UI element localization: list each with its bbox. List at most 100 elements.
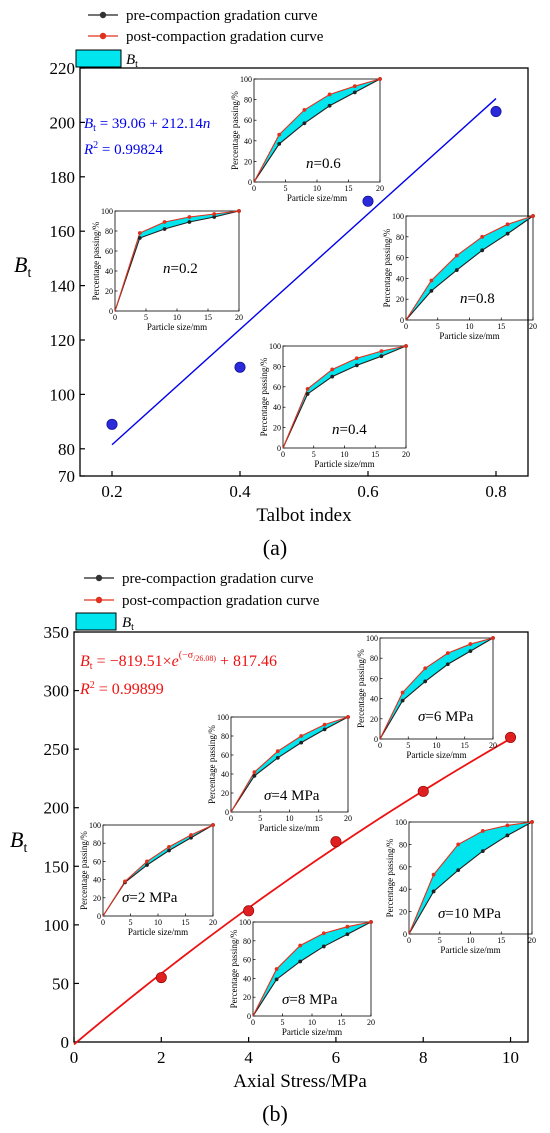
inset-x-tick-label: 10 — [313, 184, 321, 193]
inset-band — [409, 822, 532, 934]
y-tick-label: 140 — [50, 277, 76, 296]
inset-x-tick-label: 10 — [466, 322, 474, 331]
inset-band — [283, 346, 406, 448]
inset-post-point — [123, 879, 127, 884]
inset-pre-point — [322, 727, 327, 732]
inset-x-tick-label: 20 — [489, 741, 497, 750]
inset-label: σ=8 MPa — [282, 992, 338, 1008]
inset-y-tick-label: 60 — [396, 254, 404, 263]
x-tick-label: 2 — [157, 1048, 166, 1067]
inset-x-tick-label: 15 — [182, 918, 190, 927]
inset-post-point — [321, 931, 326, 936]
inset-y-tick-label: 100 — [392, 212, 404, 221]
legend-a: pre-compaction gradation curve post-comp… — [75, 8, 324, 70]
inset-post-point — [145, 859, 149, 864]
inset-y-tick-label: 60 — [273, 383, 281, 392]
inset-post-curve — [405, 215, 534, 321]
y-tick-label: 100 — [44, 916, 70, 935]
inset-x-tick-label: 20 — [529, 322, 537, 331]
inset-y-label: Percentage passing/% — [230, 91, 240, 170]
inset-sigma-10: 0 5 10 15 20 0 20 40 60 80 100 Particle size/mm Perc… — [385, 818, 536, 955]
inset-x-tick-label: 10 — [173, 313, 181, 322]
inset-post-point — [480, 234, 485, 239]
inset-y-tick-label: 40 — [243, 974, 251, 983]
inset-x-tick-label: 5 — [144, 313, 148, 322]
inset-y-tick-label: 80 — [105, 227, 113, 236]
inset-post-point — [354, 356, 359, 361]
inset-pre-point — [275, 755, 280, 760]
legend-post-marker-b — [95, 596, 103, 604]
inset-pre-curve — [379, 637, 494, 740]
inset-n-0.2: 0 5 10 15 20 0 20 40 60 80 100 Particle size/mm Perc… — [91, 207, 243, 332]
panel-label-b: (b) — [262, 1101, 288, 1126]
inset-sigma-2: 0 5 10 15 20 0 20 40 60 80 100 Particle size/mm Perc… — [79, 821, 217, 937]
data-point — [417, 785, 429, 797]
inset-x-tick-label: 10 — [286, 814, 294, 823]
data-points-a — [106, 106, 502, 430]
inset-y-tick-label: 100 — [240, 75, 252, 84]
inset-post-curve — [252, 921, 372, 1017]
inset-y-tick-label: 20 — [243, 993, 251, 1002]
inset-y-tick-label: 0 — [374, 735, 378, 744]
inset-x-tick-label: 10 — [341, 450, 349, 459]
inset-y-label: Percentage passing/% — [259, 357, 269, 436]
fit-line — [111, 98, 497, 446]
inset-post-curve — [102, 824, 214, 917]
inset-y-tick-label: 60 — [244, 116, 252, 125]
y-tick-label: 350 — [44, 623, 70, 642]
inset-pre-point — [145, 863, 149, 867]
inset-pre-curve — [252, 921, 372, 1017]
legend-pre-label-b: pre-compaction gradation curve — [122, 571, 314, 587]
inset-post-point — [445, 651, 450, 656]
inset-pre-point — [468, 649, 473, 654]
y-tick-label: 180 — [50, 168, 76, 187]
inset-y-tick-label: 40 — [396, 274, 404, 283]
inset-post-point — [505, 823, 510, 828]
inset-y-tick-label: 60 — [221, 751, 229, 760]
inset-x-tick-label: 0 — [101, 918, 105, 927]
inset-y-tick-label: 100 — [217, 713, 229, 722]
inset-label: σ=6 MPa — [418, 709, 474, 725]
inset-y-tick-label: 100 — [89, 821, 101, 830]
inset-post-point — [327, 92, 332, 97]
x-tick-label: 0.2 — [101, 482, 122, 501]
inset-pre-point — [400, 698, 405, 703]
y-tick-label: 70 — [58, 467, 75, 486]
inset-x-tick-label: 10 — [308, 1018, 316, 1027]
legend-post-marker — [99, 32, 107, 40]
inset-x-tick-label: 5 — [312, 450, 316, 459]
data-point — [490, 106, 502, 118]
inset-post-point — [531, 214, 535, 218]
inset-pre-point — [162, 227, 167, 231]
inset-x-tick-label: 5 — [258, 814, 262, 823]
inset-pre-point — [505, 231, 510, 236]
inset-post-point — [189, 833, 193, 837]
inset-post-point — [456, 842, 461, 847]
inset-pre-point — [354, 363, 359, 368]
inset-y-label: Percentage passing/% — [382, 228, 392, 307]
inset-y-tick-label: 20 — [273, 424, 281, 433]
x-tick-label: 4 — [244, 1048, 253, 1067]
inset-x-tick-label: 10 — [467, 936, 475, 945]
inset-y-tick-label: 100 — [269, 342, 281, 351]
inset-y-tick-label: 0 — [277, 444, 281, 453]
y-tick-label: 300 — [44, 682, 70, 701]
inset-post-point — [400, 690, 405, 695]
inset-y-tick-label: 0 — [400, 316, 404, 325]
inset-post-point — [378, 77, 382, 81]
legend-pre-label: pre-compaction gradation curve — [126, 8, 318, 24]
y-tick-label: 80 — [58, 440, 75, 459]
inset-y-label: Percentage passing/% — [356, 649, 366, 728]
fit-r2-b: R2 = 0.99899 — [79, 680, 164, 698]
legend-band-swatch — [75, 49, 122, 68]
y-tick-label: 250 — [44, 740, 70, 759]
inset-pre-point — [429, 288, 434, 293]
plot-frame-a — [79, 67, 529, 477]
inset-x-tick-label: 20 — [235, 313, 243, 322]
inset-y-tick-label: 40 — [370, 695, 378, 704]
inset-sigma-4: 0 5 10 15 20 0 20 40 60 80 100 Particle size/mm Perc… — [207, 713, 352, 833]
x-tick-label: 0.8 — [485, 482, 506, 501]
inset-post-point — [237, 209, 241, 213]
legend-band-swatch-b — [75, 612, 117, 631]
